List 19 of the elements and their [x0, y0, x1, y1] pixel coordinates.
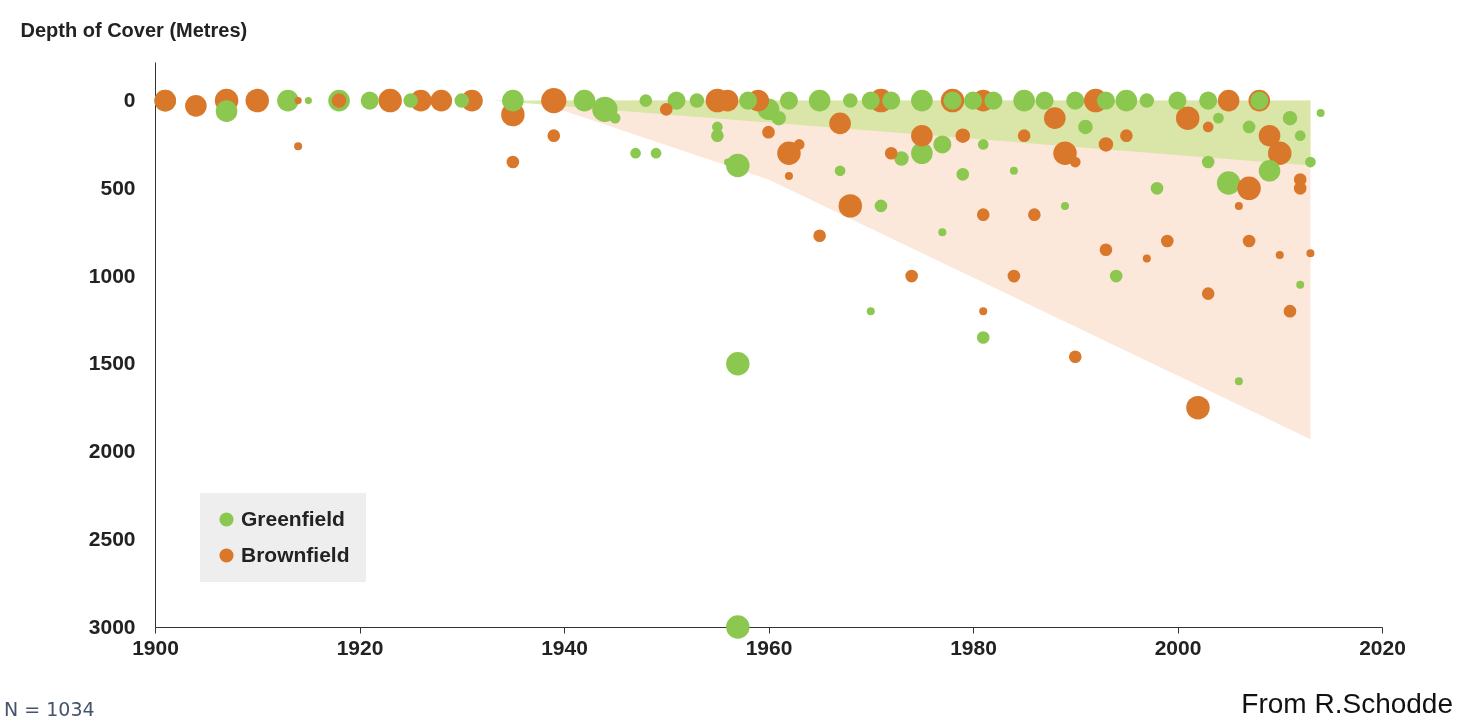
x-tick-label: 2000: [1154, 635, 1202, 659]
y-tick-label: 2000: [88, 439, 136, 463]
text: N = 1034: [4, 698, 95, 720]
x-tick-label: 1900: [132, 635, 179, 659]
legend-label: Brownfield: [241, 542, 350, 566]
x-tick-label: 2020: [1359, 635, 1406, 659]
text: From R.Schodde: [1241, 688, 1453, 720]
x-tick-label: 1920: [336, 635, 384, 659]
y-tick-label: 2500: [88, 526, 136, 550]
y-axis-title: Depth of Cover (Metres): [20, 18, 248, 41]
y-tick-label: 1000: [88, 263, 136, 287]
y-tick-label: 1500: [88, 351, 136, 375]
y-tick-label: 3000: [88, 614, 136, 638]
x-tick-label: 1980: [950, 635, 997, 659]
x-tick-label: 1940: [541, 635, 588, 659]
y-tick-label: 500: [100, 175, 136, 199]
x-tick-label: 1960: [745, 635, 793, 659]
legend-label: Greenfield: [241, 506, 345, 530]
y-tick-label: 0: [123, 88, 136, 112]
